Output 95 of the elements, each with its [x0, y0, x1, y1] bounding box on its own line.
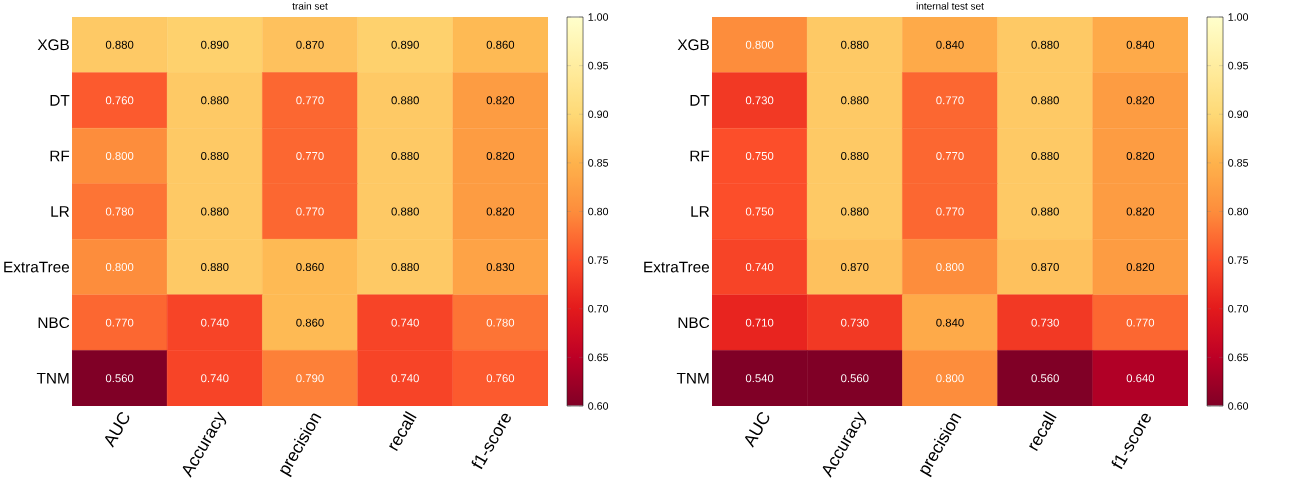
color-bar-label: 0.95 — [588, 61, 609, 70]
data-label: 0.740 — [745, 263, 774, 272]
chart-title: train set — [292, 2, 328, 10]
data-label: 0.880 — [841, 96, 869, 105]
data-label: 0.770 — [296, 207, 324, 216]
data-label: 0.730 — [745, 96, 774, 105]
color-bar-label: 0.90 — [588, 110, 609, 119]
data-label: 0.870 — [1031, 263, 1059, 272]
data-label: 0.880 — [1031, 40, 1059, 49]
color-bar-label: 0.65 — [588, 353, 609, 362]
color-bar-label: 1.00 — [1228, 13, 1249, 21]
data-label: 0.820 — [486, 96, 515, 105]
data-label: 0.800 — [936, 263, 964, 272]
data-label: 0.800 — [745, 40, 774, 49]
color-bar-label: 0.75 — [1228, 256, 1249, 264]
data-label: 0.870 — [296, 40, 324, 49]
data-label: 0.770 — [936, 96, 964, 105]
chart-title: internal test set — [916, 2, 984, 10]
data-label: 0.820 — [1126, 96, 1155, 105]
data-label: 0.740 — [391, 374, 419, 383]
data-label: 0.740 — [201, 374, 229, 383]
color-bar-label: 0.70 — [588, 304, 609, 313]
y-tick-label: XGB — [677, 39, 709, 51]
color-bar-label: 0.95 — [1228, 61, 1249, 70]
y-tick-label: ExtraTree — [644, 261, 710, 273]
y-tick-label: NBC — [38, 317, 70, 329]
data-label: 0.820 — [486, 151, 515, 160]
y-tick-label: TNM — [36, 372, 69, 384]
data-label: 0.860 — [296, 318, 324, 327]
data-label: 0.880 — [391, 96, 419, 105]
data-label: 0.880 — [201, 151, 229, 160]
y-tick-label: ExtraTree — [4, 261, 70, 273]
data-label: 0.730 — [841, 318, 869, 327]
data-label: 0.880 — [201, 207, 229, 216]
data-label: 0.840 — [936, 318, 964, 327]
data-label: 0.880 — [841, 151, 869, 160]
data-label: 0.880 — [391, 263, 419, 272]
y-tick-label: XGB — [37, 39, 69, 51]
data-label: 0.880 — [201, 263, 229, 272]
data-label: 0.880 — [841, 207, 869, 216]
data-label: 0.880 — [1031, 96, 1059, 105]
data-label: 0.770 — [296, 151, 324, 160]
y-tick-label: NBC — [678, 317, 710, 329]
data-label: 0.860 — [296, 263, 324, 272]
y-tick-label: DT — [690, 95, 710, 106]
data-label: 0.880 — [1031, 151, 1059, 160]
color-bar-label: 0.80 — [588, 207, 609, 216]
data-label: 0.770 — [296, 96, 324, 105]
color-bar-label: 0.75 — [588, 256, 609, 264]
data-label: 0.560 — [1031, 374, 1059, 383]
y-tick-label: LR — [51, 206, 70, 217]
data-label: 0.820 — [1126, 207, 1155, 216]
data-label: 0.890 — [201, 40, 229, 49]
data-label: 0.880 — [1031, 207, 1059, 216]
data-label: 0.820 — [486, 207, 515, 216]
y-tick-label: RF — [50, 150, 70, 162]
color-bar-label: 1.00 — [588, 13, 609, 21]
data-label: 0.640 — [1126, 374, 1155, 383]
data-label: 0.880 — [391, 151, 419, 160]
data-label: 0.750 — [745, 151, 774, 160]
y-tick-label: DT — [50, 95, 70, 106]
y-tick-label: TNM — [676, 372, 709, 384]
data-label: 0.790 — [296, 374, 324, 383]
color-bar-label: 0.80 — [1228, 207, 1249, 216]
data-label: 0.880 — [391, 207, 419, 216]
data-label: 0.830 — [486, 263, 515, 272]
data-label: 0.880 — [841, 40, 869, 49]
data-label: 0.820 — [1126, 151, 1155, 160]
color-bar-label: 0.90 — [1228, 110, 1249, 119]
color-bar-label: 0.85 — [1228, 159, 1249, 167]
data-label: 0.840 — [936, 40, 964, 49]
data-label: 0.870 — [841, 263, 869, 272]
color-bar-label: 0.60 — [588, 402, 609, 410]
data-label: 0.540 — [745, 374, 774, 383]
data-label: 0.890 — [391, 40, 419, 49]
y-tick-label: RF — [690, 150, 710, 162]
data-label: 0.840 — [1126, 40, 1155, 49]
data-label: 0.740 — [201, 318, 229, 327]
data-label: 0.740 — [391, 318, 419, 327]
data-label: 0.750 — [745, 207, 774, 216]
color-bar-label: 0.60 — [1228, 402, 1249, 410]
data-label: 0.860 — [486, 40, 515, 49]
data-label: 0.770 — [936, 207, 964, 216]
y-tick-label: LR — [691, 206, 710, 217]
data-label: 0.880 — [105, 40, 134, 49]
data-label: 0.770 — [936, 151, 964, 160]
color-bar-label: 0.70 — [1228, 304, 1249, 313]
color-bar-label: 0.85 — [588, 159, 609, 167]
data-label: 0.730 — [1031, 318, 1059, 327]
data-label: 0.560 — [841, 374, 869, 383]
data-label: 0.820 — [1126, 263, 1155, 272]
data-label: 0.800 — [936, 374, 964, 383]
color-bar-label: 0.65 — [1228, 353, 1249, 362]
data-label: 0.880 — [201, 96, 229, 105]
data-label: 0.760 — [486, 374, 515, 383]
